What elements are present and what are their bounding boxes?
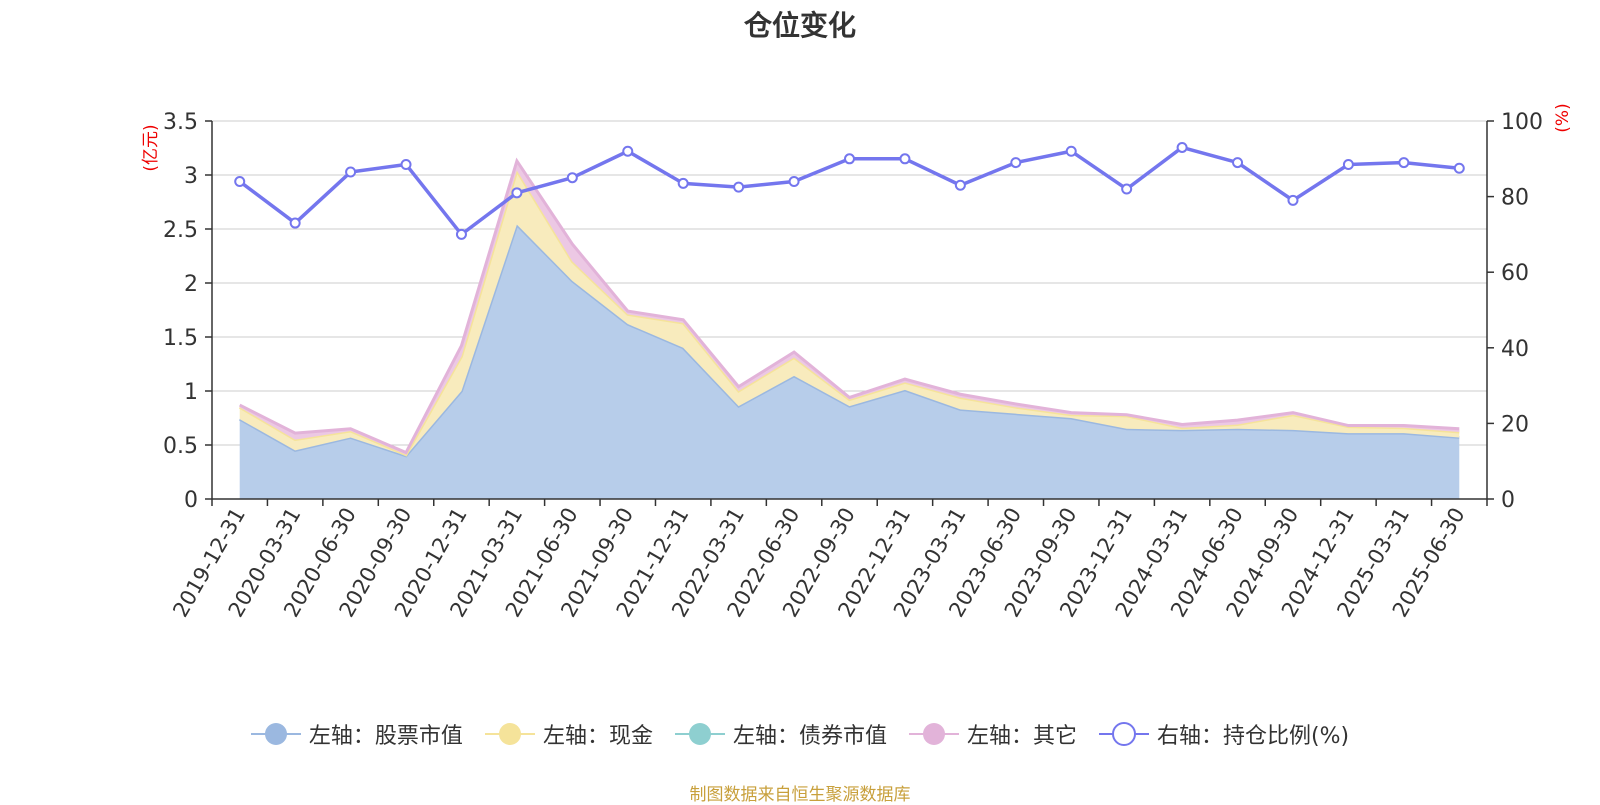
- legend-label: 左轴：债券市值: [732, 724, 887, 749]
- line-point: [1176, 141, 1188, 153]
- line-point: [234, 175, 246, 187]
- right-tick-label: 100: [1501, 110, 1543, 135]
- line-point: [1342, 158, 1354, 170]
- line-point: [677, 177, 689, 189]
- line-point: [622, 145, 634, 157]
- legend-swatch-dot: [498, 723, 521, 745]
- legend-label: 左轴：现金: [542, 724, 653, 749]
- left-tick-label: 0.5: [163, 434, 198, 459]
- right-tick-label: 60: [1501, 261, 1529, 286]
- legend-item[interactable]: 左轴：债券市值: [674, 718, 887, 750]
- legend-swatch-dot: [264, 723, 287, 745]
- line-point: [1232, 157, 1244, 169]
- line-point: [289, 217, 301, 229]
- legend-swatch-icon: [908, 723, 959, 745]
- legend-label: 左轴：股票市值: [308, 724, 463, 749]
- area-line-左轴：其它: [239, 157, 1460, 455]
- left-tick-label: 1.5: [163, 326, 198, 351]
- legend-item[interactable]: 左轴：其它: [908, 718, 1077, 750]
- legend-swatch-icon: [250, 723, 301, 745]
- legend-swatch-dot: [922, 723, 945, 745]
- left-tick-label: 0: [184, 488, 198, 513]
- legend-swatch-icon: [484, 723, 535, 745]
- line-point: [345, 166, 357, 178]
- right-tick-label: 20: [1501, 412, 1529, 437]
- line-point: [455, 228, 467, 240]
- legend-swatch-icon: [674, 723, 725, 745]
- left-tick-label: 2.5: [163, 218, 198, 243]
- area-左轴：现金: [239, 170, 1460, 456]
- left-tick-label: 3.5: [163, 110, 198, 135]
- left-axis-unit-label: (亿元): [141, 124, 161, 171]
- left-tick-label: 2: [184, 272, 198, 297]
- line-point: [1398, 157, 1410, 169]
- line-point: [1065, 145, 1077, 157]
- left-tick-label: 1: [184, 380, 198, 405]
- line-point: [566, 172, 578, 184]
- legend-label: 右轴：持仓比例(%): [1156, 724, 1350, 749]
- source-note: 制图数据来自恒生聚源数据库: [689, 785, 911, 805]
- right-tick-label: 40: [1501, 337, 1529, 362]
- right-tick-label: 80: [1501, 186, 1529, 211]
- legend-label: 左轴：其它: [966, 724, 1077, 749]
- line-point: [899, 153, 911, 165]
- legend-item[interactable]: 左轴：股票市值: [250, 718, 463, 750]
- right-tick-label: 0: [1501, 488, 1515, 513]
- line-point: [954, 179, 966, 191]
- line-point: [788, 175, 800, 187]
- line-point: [1121, 183, 1133, 195]
- line-point: [844, 153, 855, 165]
- line-point: [400, 158, 412, 170]
- area-左轴：股票市值: [239, 224, 1460, 499]
- line-point: [733, 181, 745, 193]
- line-point: [511, 187, 523, 199]
- left-tick-label: 3: [184, 164, 198, 189]
- right-axis-unit-label: (%): [1553, 103, 1573, 132]
- legend-swatch-dot: [688, 723, 711, 745]
- legend-swatch-icon: [1098, 722, 1149, 746]
- legend-item[interactable]: 右轴：持仓比例(%): [1098, 718, 1350, 750]
- legend-item[interactable]: 左轴：现金: [484, 718, 653, 750]
- line-point: [1453, 162, 1465, 174]
- line-point: [1287, 194, 1299, 206]
- chart-title: 仓位变化: [743, 9, 856, 42]
- chart-legend: 左轴：股票市值 左轴：现金 左轴：债券市值 左轴：其它 右轴：持仓比例(%): [0, 718, 1600, 750]
- line-point: [1010, 157, 1022, 169]
- legend-swatch-dot: [1111, 722, 1136, 746]
